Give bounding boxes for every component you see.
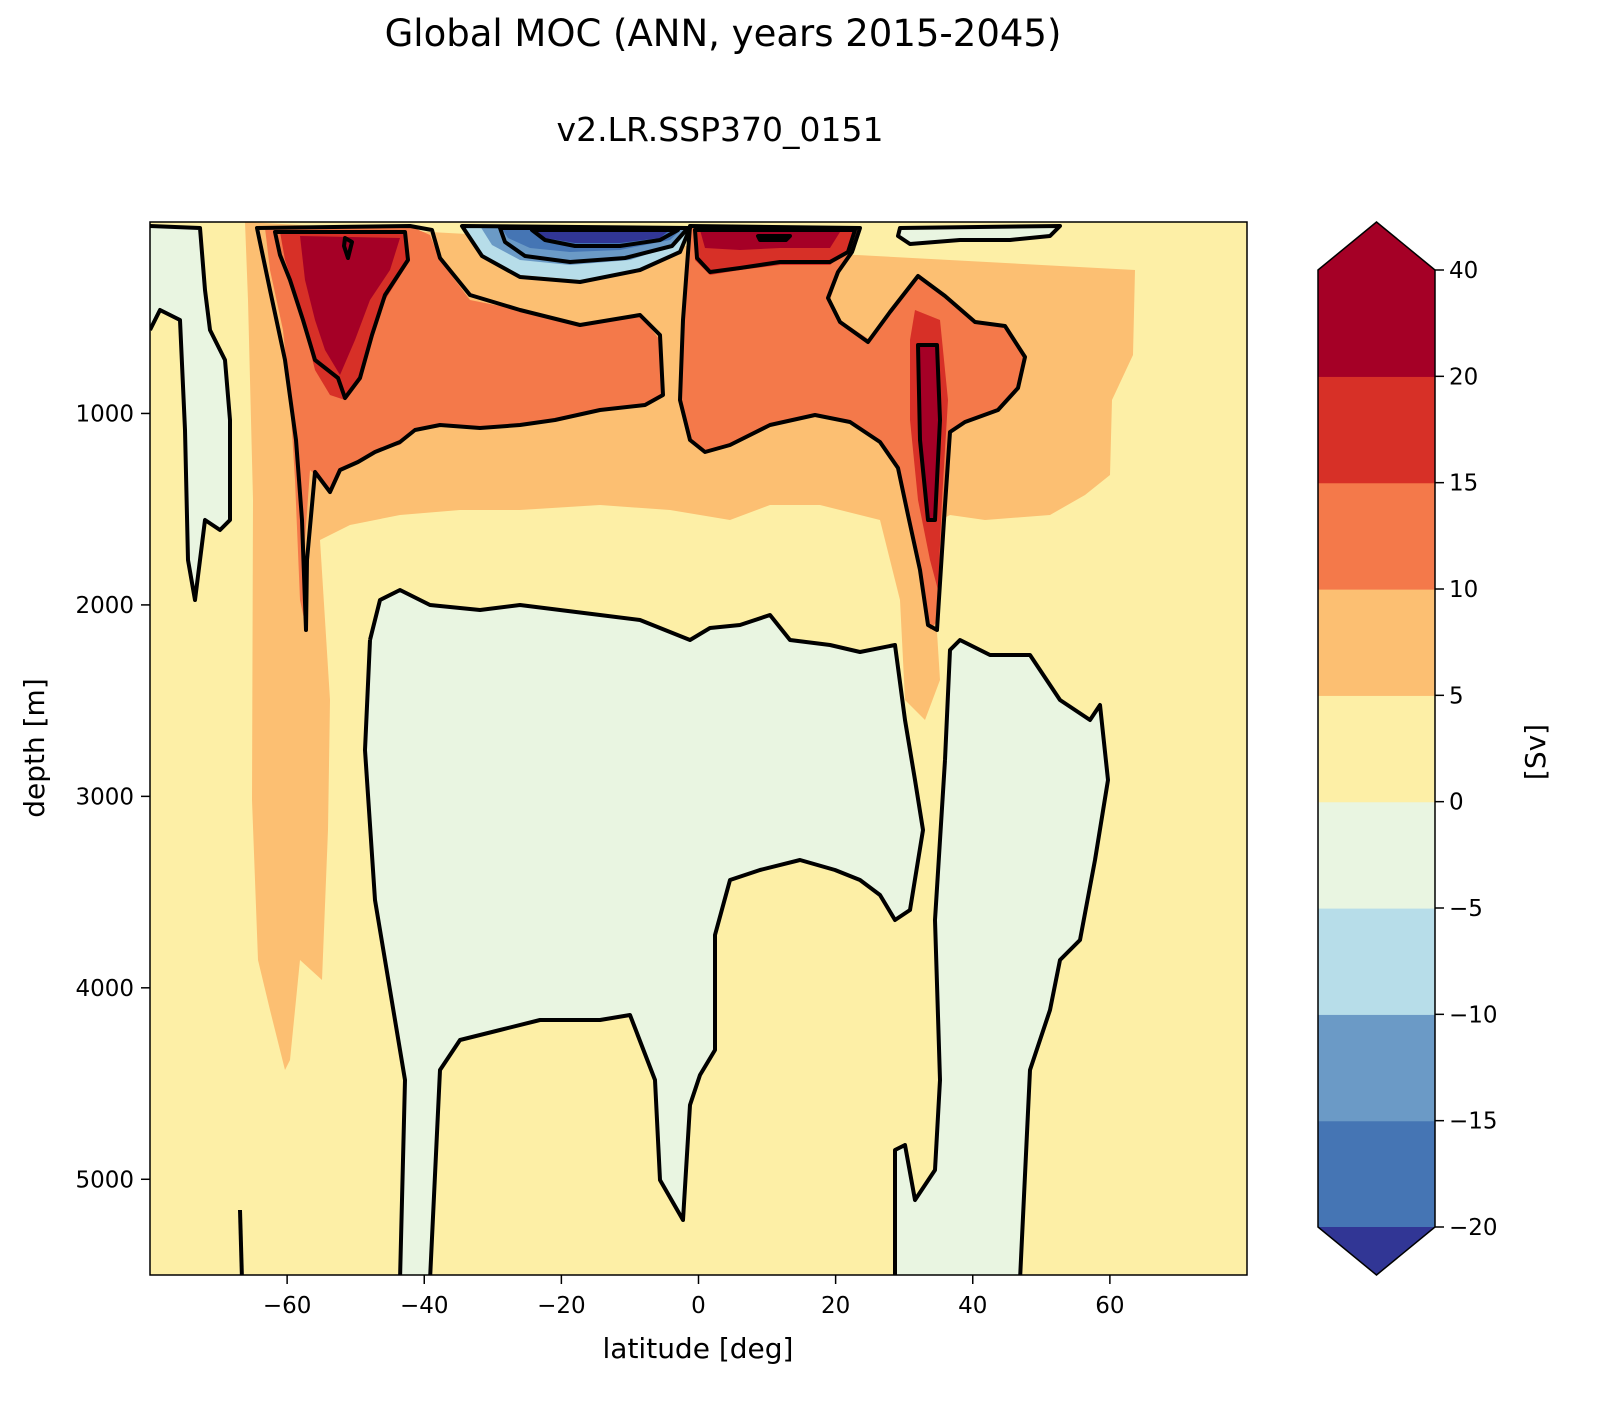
colorbar-tick-label: 15: [1449, 471, 1478, 497]
colorbar-segment: [1318, 801, 1435, 909]
y-tick-label: 5000: [75, 1167, 134, 1193]
colorbar-extend-max: [1318, 222, 1435, 270]
contour-southern-core-inner: [342, 236, 354, 260]
y-tick-label: 2000: [75, 593, 134, 619]
x-axis-label: latitude [deg]: [603, 1332, 794, 1365]
colorbar-tick-label: 20: [1449, 364, 1478, 390]
colorbar-tick-label: 0: [1449, 790, 1464, 816]
chart-subtitle: v2.LR.SSP370_0151: [556, 110, 884, 149]
colorbar-tick-label: 40: [1449, 258, 1478, 284]
region-antarctic-negative-cell: [150, 226, 230, 600]
plot-area: [150, 222, 1247, 1275]
colorbar: −20 −15 −10 −5 0 5 10 15 20 40: [1317, 221, 1498, 1276]
colorbar-segment: [1318, 908, 1435, 1015]
colorbar-tick-label: −20: [1449, 1215, 1498, 1241]
x-axis: −60 −40 −20 0 20 40 60: [263, 1275, 1125, 1319]
colorbar-tick-label: 10: [1449, 577, 1478, 603]
colorbar-label: [Sv]: [1519, 724, 1552, 780]
contour-northern-surface-neg: [896, 224, 1062, 246]
contour-antarctic: [150, 224, 232, 602]
x-tick-label: 20: [821, 1293, 850, 1319]
y-tick-label: 3000: [75, 784, 134, 810]
colorbar-segment: [1318, 1014, 1435, 1122]
contour-north-atlantic-core: [916, 343, 942, 522]
colorbar-segment: [1318, 376, 1435, 484]
colorbar-tick-label: −5: [1449, 896, 1483, 922]
colorbar-tick-label: −10: [1449, 1002, 1498, 1028]
region-southern-surface-max: [300, 236, 400, 375]
chart-title: Global MOC (ANN, years 2015-2045): [384, 12, 1062, 55]
contour-abyssal-north-west: [893, 759, 947, 1275]
y-axis-label: depth [m]: [18, 678, 51, 818]
x-tick-label: 60: [1095, 1293, 1124, 1319]
colorbar-segment: [1318, 482, 1435, 590]
colorbar-segment: [1318, 270, 1435, 377]
contour-tropical-neg-3: [530, 228, 680, 248]
colorbar-segment: [1318, 589, 1435, 696]
x-tick-label: 0: [691, 1293, 706, 1319]
contour-southern-core: [273, 230, 410, 400]
contour-lines: [150, 224, 1110, 1275]
x-tick-label: −20: [537, 1293, 586, 1319]
contour-northern-core-inner: [756, 234, 792, 242]
contour-northern-core: [693, 228, 857, 274]
contour-tropical-neg-2: [498, 226, 690, 264]
contour-abyssal-south-west: [363, 639, 407, 1275]
x-tick-label: −60: [263, 1293, 312, 1319]
contour-northern-surface-cell: [678, 224, 1027, 632]
contour-antarctic-bottom: [238, 1209, 244, 1275]
contour-abyssal-north: [943, 638, 1110, 1275]
y-tick-label: 1000: [75, 401, 134, 427]
x-tick-label: 40: [958, 1293, 987, 1319]
contour-abyssal-south: [368, 588, 925, 1275]
x-tick-label: −40: [400, 1293, 449, 1319]
colorbar-segment: [1318, 695, 1435, 803]
colorbar-tick-label: −15: [1449, 1109, 1498, 1135]
colorbar-extend-min: [1318, 1227, 1435, 1275]
y-tick-label: 4000: [75, 976, 134, 1002]
region-abyssal-negative-cell-north: [895, 640, 1108, 1275]
region-northern-surface-negative-cell: [898, 226, 1060, 244]
contour-southern-surface-cell: [255, 224, 665, 632]
region-abyssal-negative-cell-south: [365, 590, 923, 1275]
y-axis: 1000 2000 3000 4000 5000: [75, 401, 150, 1193]
colorbar-segment: [1318, 1120, 1435, 1228]
colorbar-tick-label: 5: [1449, 683, 1464, 709]
